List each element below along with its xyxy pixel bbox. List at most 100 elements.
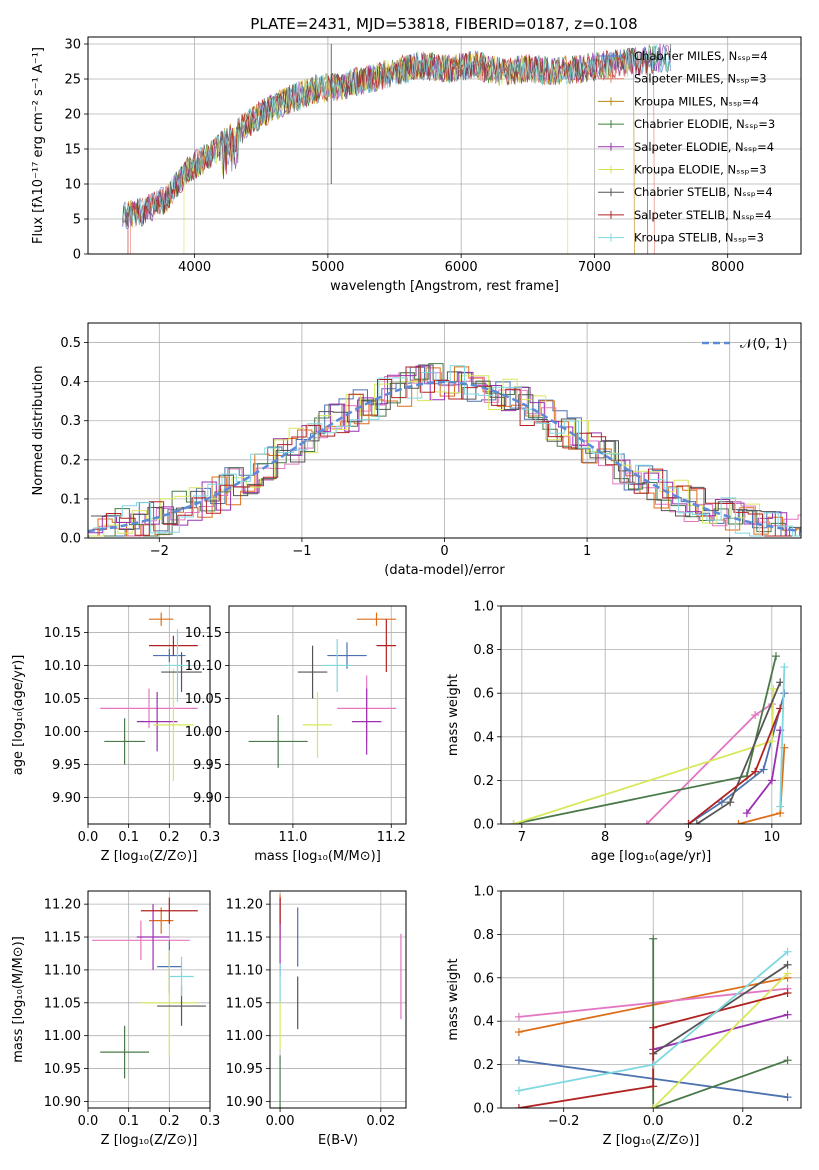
legend: Chabrier MILES, Nₛₛₚ=4 Salpeter MILES, Nₛ… bbox=[598, 49, 775, 245]
mass-weight-line bbox=[513, 688, 775, 824]
y-tick-label: 0 bbox=[73, 248, 81, 263]
y-tick-label: 11.00 bbox=[226, 1029, 263, 1044]
y-tick-label: 11.20 bbox=[44, 898, 81, 913]
x-tick-label: 7000 bbox=[578, 260, 611, 275]
panel-spectrum: 4000 5000 6000 7000 8000 0 5 10 15 20 25 30 waveleng… bbox=[31, 36, 802, 294]
x-tick-label: 8 bbox=[601, 830, 609, 845]
x-tick-label: 0.3 bbox=[200, 830, 221, 845]
x-axis-label: Z [log₁₀(Z/Z⊙)] bbox=[101, 1133, 198, 1148]
y-tick-label: 10.00 bbox=[44, 725, 81, 740]
x-axis-label: mass [log₁₀(M/M⊙)] bbox=[254, 849, 381, 864]
panel-mass_vs_ebv: 0.00 0.02 10.90 10.95 11.00 11.05 11.10 11.15 11… bbox=[226, 890, 407, 1148]
panel-mass_vs_z: 0.0 0.1 0.2 0.3 10.90 10.95 11.00 11.05 11.10 11.… bbox=[11, 890, 220, 1148]
legend-entry: Kroupa ELODIE, Nₛₛₚ=3 bbox=[634, 163, 767, 177]
residual-histogram bbox=[88, 366, 801, 537]
y-tick-label: 30 bbox=[64, 38, 81, 53]
mass-weight-line bbox=[652, 972, 789, 1108]
y-tick-label: 10.10 bbox=[44, 659, 81, 674]
gridlines bbox=[270, 891, 406, 1108]
panel-residuals: −2 −1 0 1 2 0.0 0.1 0.2 0.3 0.4 0.5 (data-model)/er… bbox=[31, 322, 802, 578]
y-tick-label: 20 bbox=[64, 108, 81, 123]
plot-area bbox=[122, 43, 672, 254]
x-tick-label: 4000 bbox=[178, 260, 211, 275]
y-tick-label: 11.15 bbox=[226, 931, 263, 946]
x-tick-label: 0 bbox=[440, 544, 448, 559]
y-tick-label: 1.0 bbox=[473, 600, 494, 615]
plot-area bbox=[100, 612, 202, 782]
x-tick-label: 0.1 bbox=[118, 1114, 139, 1129]
x-tick-label: 0.2 bbox=[732, 1114, 753, 1129]
legend-entry: Kroupa MILES, Nₛₛₚ=4 bbox=[634, 94, 759, 108]
y-tick-label: 9.90 bbox=[193, 791, 222, 806]
y-tick-label: 0.2 bbox=[473, 774, 494, 789]
axes-frame bbox=[269, 890, 407, 1109]
x-tick-label: 1 bbox=[583, 544, 591, 559]
plot-area bbox=[279, 894, 402, 1108]
y-tick-label: 11.10 bbox=[226, 963, 263, 978]
y-tick-label: 0.4 bbox=[473, 730, 494, 745]
legend-entry: Salpeter STELIB, Nₛₛₚ=4 bbox=[634, 208, 772, 222]
y-tick-label: 0.8 bbox=[473, 928, 494, 943]
y-tick-label: 15 bbox=[64, 143, 81, 158]
y-tick-label: 0.0 bbox=[473, 818, 494, 833]
x-axis-label: wavelength [Angstrom, rest frame] bbox=[330, 279, 559, 294]
y-tick-label: 0.3 bbox=[60, 414, 81, 429]
axes-frame bbox=[87, 605, 211, 825]
y-tick-label: 9.90 bbox=[52, 791, 81, 806]
x-tick-label: −2 bbox=[150, 544, 169, 559]
mass-weight-line bbox=[687, 708, 782, 824]
x-tick-label: 6000 bbox=[445, 260, 478, 275]
x-tick-label: −0.2 bbox=[548, 1114, 580, 1129]
x-tick-label: −1 bbox=[292, 544, 311, 559]
x-tick-label: 8000 bbox=[711, 260, 744, 275]
legend-entry: Kroupa STELIB, Nₛₛₚ=3 bbox=[634, 231, 764, 245]
y-tick-label: 10.90 bbox=[44, 1095, 81, 1110]
spectrum-line bbox=[127, 47, 649, 254]
y-tick-label: 25 bbox=[64, 73, 81, 88]
residual-histogram bbox=[88, 365, 801, 537]
y-tick-label: 0.4 bbox=[473, 1015, 494, 1030]
plot-area bbox=[514, 934, 792, 1108]
y-tick-label: 10.05 bbox=[44, 692, 81, 707]
residual-histogram bbox=[93, 365, 801, 537]
residual-histogram bbox=[88, 363, 801, 537]
y-tick-label: 0.1 bbox=[60, 492, 81, 507]
y-axis-label: Normed distribution bbox=[31, 366, 46, 496]
legend-entry: Chabrier STELIB, Nₛₛₚ=4 bbox=[634, 185, 773, 199]
x-tick-label: 0.02 bbox=[366, 1114, 395, 1129]
chart-title: PLATE=2431, MJD=53818, FIBERID=0187, z=0… bbox=[250, 15, 637, 33]
legend-entry: Salpeter MILES, Nₛₛₚ=3 bbox=[634, 72, 767, 86]
legend-entry: Chabrier MILES, Nₛₛₚ=4 bbox=[634, 49, 768, 63]
axes-frame bbox=[87, 36, 802, 255]
panel-age_vs_mass: 11.0 11.2 9.90 9.95 10.00 10.05 10.10 10.15 mass… bbox=[185, 605, 407, 864]
panel-mass_weight_vs_age: 7 8 9 10 0.0 0.2 0.4 0.6 0.8 1.0 age [log₁₀(age/yr… bbox=[446, 600, 802, 864]
legend-entry: Chabrier ELODIE, Nₛₛₚ=3 bbox=[634, 117, 775, 131]
x-tick-label: 2 bbox=[726, 544, 734, 559]
y-tick-label: 1.0 bbox=[473, 885, 494, 900]
y-axis-label: Flux [fλ10⁻¹⁷ erg cm⁻² s⁻¹ A⁻¹] bbox=[31, 47, 46, 244]
y-tick-label: 0.6 bbox=[473, 971, 494, 986]
mass-weight-line bbox=[779, 666, 786, 807]
residual-histogram bbox=[90, 364, 801, 537]
x-tick-label: 9 bbox=[684, 830, 692, 845]
panel-age_vs_z: 0.0 0.1 0.2 0.3 9.90 9.95 10.00 10.05 10.10 10.15… bbox=[11, 605, 221, 864]
x-tick-label: 0.0 bbox=[78, 830, 99, 845]
y-tick-label: 0.8 bbox=[473, 643, 494, 658]
mass-weight-line bbox=[518, 992, 788, 1108]
plot-area bbox=[509, 652, 789, 824]
mass-weight-line bbox=[513, 655, 777, 824]
x-axis-label: Z [log₁₀(Z/Z⊙)] bbox=[603, 1133, 700, 1148]
y-tick-label: 10.10 bbox=[185, 659, 222, 674]
y-tick-label: 10.95 bbox=[226, 1062, 263, 1077]
y-tick-label: 11.15 bbox=[44, 931, 81, 946]
y-tick-label: 9.95 bbox=[52, 758, 81, 773]
x-tick-label: 11.2 bbox=[377, 830, 406, 845]
x-tick-label: 0.00 bbox=[266, 1114, 295, 1129]
y-axis-label: mass [log₁₀(M/M⊙)] bbox=[11, 936, 26, 1063]
normal-curve bbox=[88, 380, 801, 533]
panel-mass_weight_vs_z: −0.2 0.0 0.2 0.0 0.2 0.4 0.6 0.8 1.0 Z [log₁₀(Z/Z… bbox=[446, 885, 802, 1148]
mass-weight-line bbox=[688, 692, 786, 824]
plot-area bbox=[248, 612, 397, 768]
x-tick-label: 0.0 bbox=[643, 1114, 664, 1129]
